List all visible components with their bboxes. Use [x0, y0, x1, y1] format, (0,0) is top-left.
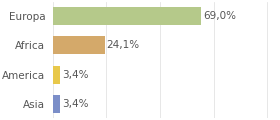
- Bar: [53, 36, 104, 54]
- Bar: [53, 7, 201, 25]
- Bar: [53, 95, 60, 113]
- Bar: [53, 66, 60, 84]
- Text: 24,1%: 24,1%: [107, 40, 140, 50]
- Text: 3,4%: 3,4%: [62, 70, 89, 80]
- Text: 3,4%: 3,4%: [62, 99, 89, 109]
- Text: 69,0%: 69,0%: [203, 11, 236, 21]
